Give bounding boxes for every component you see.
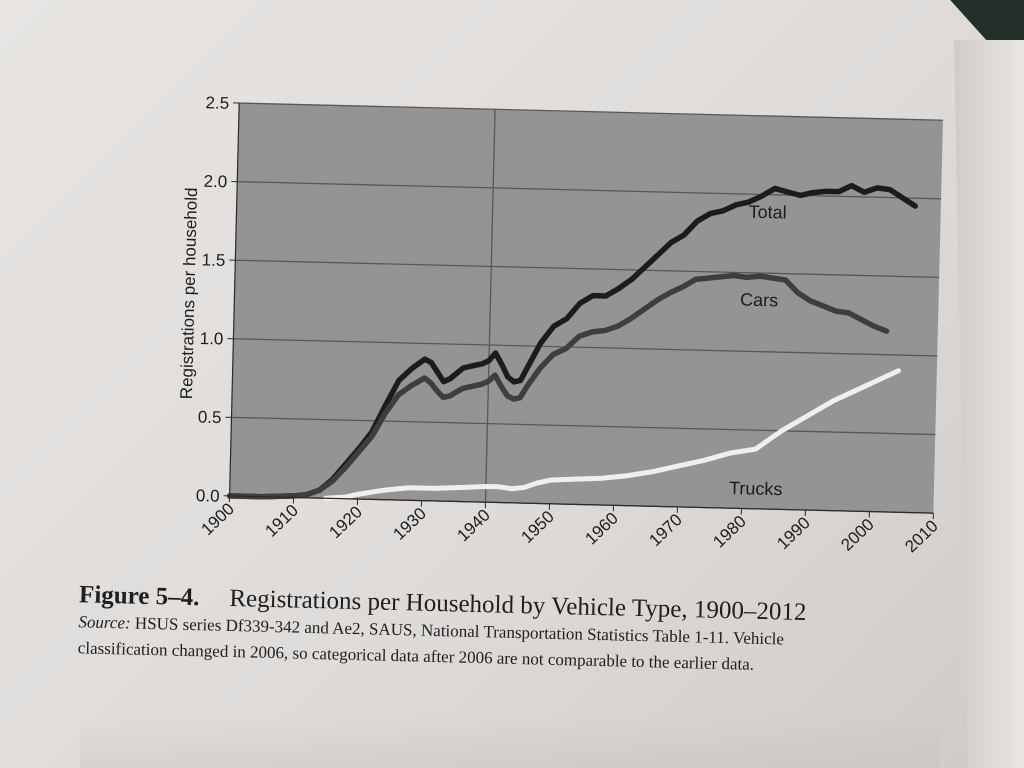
series-label-cars: Cars (740, 290, 778, 311)
x-tick-label-1960: 1960 (581, 509, 621, 549)
x-tick-label-2010: 2010 (901, 516, 941, 556)
reference-line-1940 (484, 109, 496, 503)
x-tick-label-1940: 1940 (453, 505, 493, 545)
source-label: Source: (78, 612, 131, 633)
series-line-trucks (323, 368, 901, 501)
next-page-edge (954, 40, 1024, 768)
gridline-2.0 (237, 180, 942, 200)
figure-number: Figure 5–4. (78, 581, 200, 612)
x-tick-label-1970: 1970 (645, 510, 685, 550)
y-axis (228, 103, 240, 496)
x-tick-label-1930: 1930 (389, 504, 429, 544)
series-label-total: Total (748, 202, 787, 223)
y-tick-label-2.5: 2.5 (205, 93, 229, 113)
gridline-1.0 (233, 338, 938, 357)
series-line-total (226, 182, 919, 500)
x-tick-label-1980: 1980 (709, 512, 749, 552)
x-tick-label-2000: 2000 (837, 515, 877, 555)
gridline-0.5 (231, 416, 936, 436)
y-axis-title: Registrations per household (177, 187, 201, 399)
x-tick-label-1950: 1950 (517, 507, 557, 547)
x-tick-label-1920: 1920 (325, 502, 365, 542)
gridline-1.5 (235, 259, 940, 279)
series-label-trucks: Trucks (729, 478, 783, 499)
plot-area (229, 103, 943, 514)
y-tick-label-0.0: 0.0 (196, 486, 220, 506)
x-tick-label-1990: 1990 (773, 513, 813, 553)
x-axis (229, 495, 934, 514)
gridline-2.5 (239, 102, 943, 121)
y-tick-label-1.0: 1.0 (200, 329, 224, 349)
y-tick-label-0.5: 0.5 (198, 408, 222, 428)
y-tick-label-1.5: 1.5 (201, 250, 225, 270)
bleed-through-text (80, 715, 940, 768)
y-tick-label-2.0: 2.0 (203, 172, 227, 192)
x-tick-label-1910: 1910 (261, 501, 301, 541)
series-line-cars (226, 272, 890, 500)
